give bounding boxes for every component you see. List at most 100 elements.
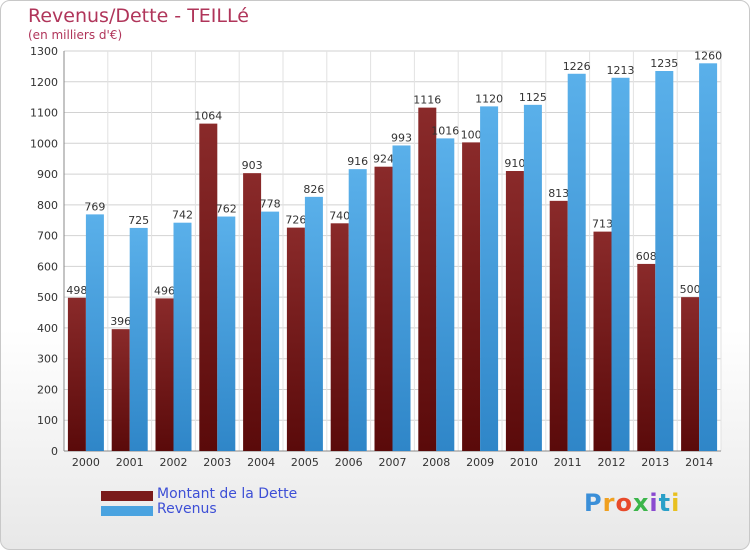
bar-debt (67, 297, 86, 451)
bar-revenue (436, 138, 455, 451)
x-tick-label: 2005 (291, 456, 319, 469)
y-tick-label: 500 (37, 291, 58, 304)
y-tick-label: 100 (37, 414, 58, 427)
data-label-revenue: 742 (172, 209, 193, 222)
y-tick-label: 1300 (30, 45, 58, 58)
y-tick-label: 600 (37, 260, 58, 273)
data-label-revenue: 778 (260, 198, 281, 211)
data-label-revenue: 826 (303, 183, 324, 196)
y-tick-label: 1100 (30, 107, 58, 120)
bar-revenue (173, 222, 192, 451)
data-label-revenue: 762 (216, 203, 237, 216)
data-label-debt: 1064 (194, 110, 222, 123)
data-label-revenue: 1120 (475, 92, 503, 105)
bar-revenue (567, 73, 586, 452)
data-label-revenue: 993 (391, 131, 412, 144)
proxiti-logo: Proxiti (584, 489, 680, 517)
bar-debt (418, 107, 437, 451)
data-label-revenue: 916 (347, 155, 368, 168)
y-tick-label: 300 (37, 353, 58, 366)
bar-revenue (261, 211, 280, 451)
bar-revenue (304, 196, 323, 451)
x-tick-label: 2006 (335, 456, 363, 469)
data-label-debt: 726 (285, 214, 306, 227)
x-tick-label: 2008 (422, 456, 450, 469)
bar-revenue (655, 71, 674, 451)
x-tick-label: 2013 (641, 456, 669, 469)
bar-revenue (85, 214, 104, 451)
logo-letter: i (671, 489, 681, 517)
data-label-debt: 496 (154, 284, 175, 297)
legend-label-debt: Montant de la Dette (157, 486, 298, 502)
data-label-debt: 740 (329, 209, 350, 222)
logo-letter: t (658, 489, 672, 517)
bar-revenue (611, 77, 630, 452)
bar-debt (374, 166, 393, 451)
y-tick-label: 1000 (30, 137, 58, 150)
bar-debt (637, 263, 656, 451)
x-tick-label: 2014 (685, 456, 713, 469)
bar-revenue (480, 106, 499, 451)
bar-revenue (348, 169, 367, 451)
bar-debt (593, 231, 612, 451)
bar-debt (549, 200, 568, 451)
x-tick-label: 2010 (510, 456, 538, 469)
data-label-revenue: 1016 (431, 124, 459, 137)
data-label-debt: 903 (242, 159, 263, 172)
bar-debt (286, 227, 305, 451)
y-tick-label: 1200 (30, 76, 58, 89)
logo-letter: i (649, 489, 659, 517)
logo-letter: P (584, 489, 603, 517)
x-tick-label: 2009 (466, 456, 494, 469)
data-label-revenue: 725 (128, 214, 149, 227)
bar-revenue (129, 227, 148, 451)
data-label-debt: 100 (461, 128, 482, 141)
x-tick-label: 2000 (72, 456, 100, 469)
data-label-debt: 500 (680, 283, 701, 296)
y-tick-label: 800 (37, 199, 58, 212)
y-tick-label: 900 (37, 168, 58, 181)
x-tick-label: 2012 (598, 456, 626, 469)
legend-swatch-debt (101, 491, 153, 501)
data-label-revenue: 769 (84, 200, 105, 213)
legend-label-revenue: Revenus (157, 501, 217, 517)
legend-swatch-revenue (101, 506, 153, 516)
data-label-debt: 396 (110, 315, 131, 328)
logo-letter: x (632, 489, 650, 517)
data-label-debt: 813 (548, 187, 569, 200)
data-label-revenue: 1213 (607, 64, 635, 77)
data-label-revenue: 1235 (650, 57, 678, 70)
bar-debt (505, 171, 524, 451)
logo-letter: o (615, 489, 633, 517)
x-tick-label: 2007 (379, 456, 407, 469)
chart-title: Revenus/Dette - TEILLé (28, 5, 249, 27)
bar-debt (243, 173, 262, 451)
chart-subtitle: (en milliers d'€) (28, 28, 123, 42)
data-label-revenue: 1260 (694, 49, 722, 62)
y-tick-label: 200 (37, 383, 58, 396)
x-tick-label: 2004 (247, 456, 275, 469)
y-tick-label: 400 (37, 322, 58, 335)
x-tick-label: 2003 (203, 456, 231, 469)
bar-revenue (217, 216, 236, 451)
logo-letter: r (602, 489, 616, 517)
data-label-debt: 713 (592, 218, 613, 231)
data-label-debt: 608 (636, 250, 657, 263)
bar-debt (681, 297, 700, 451)
bar-debt (155, 298, 174, 451)
data-label-debt: 924 (373, 153, 394, 166)
bar-revenue (699, 63, 718, 452)
bar-debt (111, 329, 130, 451)
bar-revenue (392, 145, 411, 451)
data-label-revenue: 1226 (563, 60, 591, 73)
y-tick-label: 700 (37, 230, 58, 243)
data-label-debt: 498 (66, 284, 87, 297)
bar-debt (199, 123, 218, 451)
data-label-debt: 910 (504, 157, 525, 170)
data-label-revenue: 1125 (519, 91, 547, 104)
bar-debt (330, 223, 349, 451)
x-tick-label: 2011 (554, 456, 582, 469)
y-tick-label: 0 (51, 445, 58, 458)
